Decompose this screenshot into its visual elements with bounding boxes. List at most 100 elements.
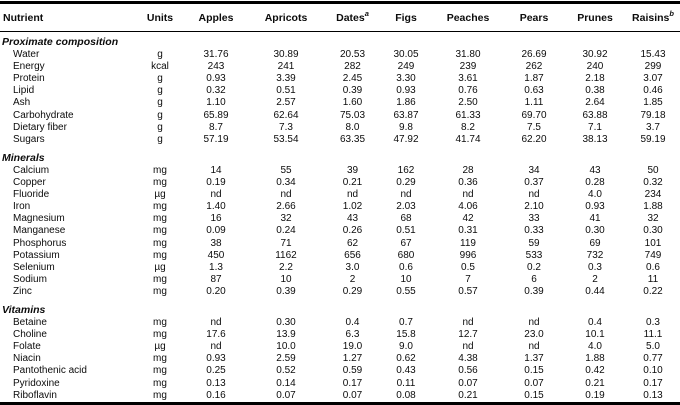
column-header-label: Dates: [336, 12, 365, 24]
value-cell-peaches: 7: [465, 273, 471, 285]
value-cell-prunes: 30.92: [582, 49, 608, 61]
units-cell: g: [157, 109, 163, 121]
nutrient-label: Pantothenic acid: [13, 365, 87, 377]
table-row-magnesium: Magnesium mg 16 32 43 68 42 33 41 32: [0, 213, 680, 225]
value-cell-peaches: 239: [459, 61, 477, 73]
table-row-folate: Folate µg nd 10.0 19.0 9.0 nd nd 4.0 5.0: [0, 341, 680, 353]
value-cell-dates: 0.59: [342, 365, 363, 377]
value-cell-apples: 17.6: [206, 329, 226, 341]
column-header-label: Prunes: [577, 12, 613, 24]
value-cell-apricots: 7.3: [279, 121, 293, 133]
value-cell-dates: 6.3: [345, 329, 360, 341]
value-cell-apples: nd: [210, 317, 222, 329]
units-cell: mg: [153, 225, 167, 237]
value-cell-figs: 0.08: [396, 389, 416, 401]
column-header-footnote-mark: a: [364, 8, 369, 18]
value-cell-apricots: 2.66: [276, 201, 296, 213]
value-cell-figs: 162: [397, 164, 415, 176]
value-cell-apricots: 71: [280, 237, 292, 249]
value-cell-prunes: 0.30: [585, 225, 605, 237]
value-cell-peaches: 996: [459, 249, 477, 261]
column-header-footnote-mark: b: [669, 8, 674, 18]
value-cell-apricots: 0.14: [276, 377, 296, 389]
value-cell-pears: 1.11: [524, 97, 544, 109]
units-cell: kcal: [151, 61, 169, 73]
value-cell-apricots: 0.34: [276, 177, 296, 189]
nutrient-label: Sodium: [13, 273, 47, 285]
table-row-manganese: Manganese mg 0.09 0.24 0.26 0.51 0.31 0.33 0.30 0…: [0, 225, 680, 237]
units-cell: mg: [153, 213, 167, 225]
nutrient-label: Fluoride: [13, 189, 50, 201]
value-cell-dates: 3.0: [345, 261, 360, 273]
table-row-carbohydrate: Carbohydrate g 65.89 62.64 75.03 63.87 61.33 69…: [0, 110, 680, 122]
units-cell: mg: [153, 201, 167, 213]
value-cell-peaches: 4.06: [458, 201, 478, 213]
table-row-copper: Copper mg 0.19 0.34 0.21 0.29 0.36 0.37 0.28 0.32: [0, 177, 680, 189]
value-cell-figs: 0.11: [396, 377, 416, 389]
units-cell: g: [157, 133, 163, 145]
value-cell-dates: 0.4: [345, 317, 360, 329]
nutrient-label: Dietary fiber: [13, 121, 67, 133]
value-cell-pears: 0.37: [524, 177, 544, 189]
value-cell-dates: 2.45: [342, 73, 363, 85]
value-cell-prunes: 41: [589, 213, 601, 225]
value-cell-raisins: 0.30: [643, 225, 663, 237]
value-cell-apples: 243: [207, 61, 225, 73]
table-row-pantothenic-acid: Pantothenic acid mg 0.25 0.52 0.59 0.43 0.56 0.…: [0, 365, 680, 377]
value-cell-pears: 1.37: [524, 353, 544, 365]
table-row-zinc: Zinc mg 0.20 0.39 0.29 0.55 0.57 0.39 0.44 0.22: [0, 286, 680, 298]
value-cell-raisins: 3.07: [643, 73, 663, 85]
column-header-pears: Pears: [504, 2, 564, 32]
value-cell-apples: 0.32: [206, 85, 226, 97]
value-cell-prunes: 2: [592, 273, 598, 285]
value-cell-figs: 9.0: [399, 341, 413, 353]
value-cell-pears: 0.15: [524, 389, 544, 401]
value-cell-raisins: 0.3: [646, 317, 660, 329]
value-cell-apricots: 62.64: [273, 109, 299, 121]
value-cell-raisins: 101: [644, 237, 662, 249]
value-cell-dates: 0.39: [342, 85, 363, 97]
value-cell-raisins: 32: [647, 213, 659, 225]
value-cell-apricots: 2.59: [276, 353, 296, 365]
nutrient-label: Calcium: [13, 164, 50, 176]
value-cell-apples: 0.13: [206, 377, 226, 389]
value-cell-raisins: 5.0: [646, 341, 660, 353]
value-cell-prunes: 0.21: [585, 377, 605, 389]
value-cell-peaches: 4.38: [458, 353, 478, 365]
value-cell-pears: 23.0: [524, 329, 544, 341]
value-cell-pears: 2.10: [524, 201, 544, 213]
value-cell-pears: 59: [528, 237, 540, 249]
value-cell-pears: 6: [531, 273, 537, 285]
value-cell-apricots: 1162: [275, 249, 297, 261]
value-cell-apples: 0.16: [206, 389, 226, 401]
table-row-energy: Energy kcal 243 241 282 249 239 262 240 299: [0, 61, 680, 73]
value-cell-peaches: 0.36: [458, 177, 478, 189]
value-cell-apples: 31.76: [203, 49, 229, 61]
value-cell-pears: 7.5: [527, 121, 541, 133]
nutrient-label: Betaine: [13, 317, 47, 329]
value-cell-figs: 30.05: [393, 49, 419, 61]
value-cell-peaches: 0.31: [458, 225, 478, 237]
units-cell: mg: [153, 377, 167, 389]
nutrient-label: Lipid: [13, 85, 35, 97]
value-cell-figs: 3.30: [396, 73, 416, 85]
value-cell-prunes: 7.1: [588, 121, 602, 133]
table-row-water: Water g 31.76 30.89 20.53 30.05 31.80 26.69 30.9…: [0, 49, 680, 61]
value-cell-dates: 0.29: [342, 285, 363, 297]
units-cell: mg: [153, 329, 167, 341]
value-cell-apricots: 241: [277, 61, 295, 73]
value-cell-figs: 47.92: [393, 133, 419, 145]
value-cell-apples: 0.19: [206, 177, 226, 189]
value-cell-pears: 0.07: [524, 377, 544, 389]
value-cell-prunes: 0.3: [588, 261, 602, 273]
value-cell-dates: 0.17: [342, 377, 363, 389]
value-cell-peaches: 119: [460, 237, 476, 249]
table-row-pyridoxine: Pyridoxine mg 0.13 0.14 0.17 0.11 0.07 0.07 0.21…: [0, 378, 680, 390]
table-row-phosphorus: Phosphorus mg 38 71 62 67 119 59 69 101: [0, 238, 680, 250]
units-cell: mg: [153, 389, 167, 401]
value-cell-peaches: 2.50: [458, 97, 478, 109]
value-cell-peaches: 8.2: [461, 121, 475, 133]
value-cell-peaches: 0.56: [458, 365, 478, 377]
value-cell-dates: 1.27: [342, 353, 363, 365]
units-cell: g: [157, 73, 163, 85]
